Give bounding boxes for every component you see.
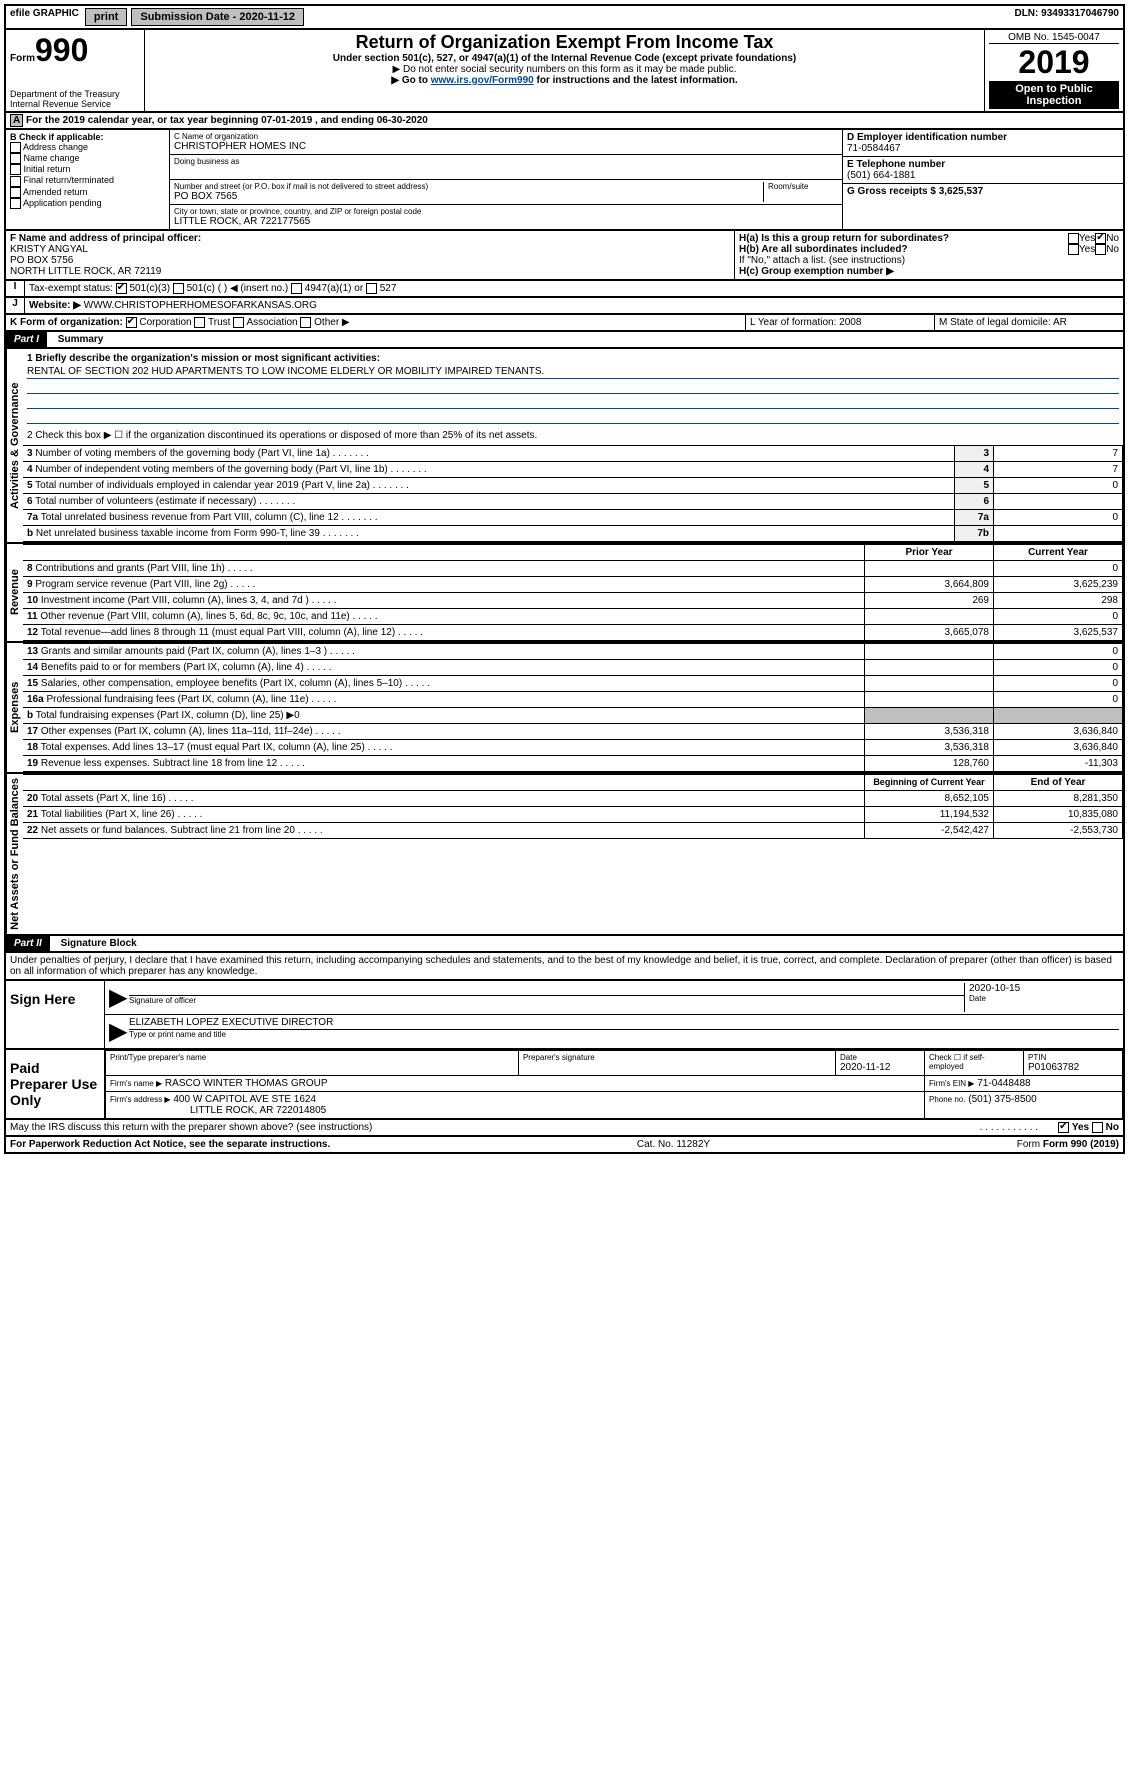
box-c: C Name of organization CHRISTOPHER HOMES…: [170, 130, 842, 229]
form-number: Form990: [10, 32, 140, 69]
open-public-badge: Open to Public Inspection: [989, 81, 1119, 109]
revenue-section: Revenue Prior YearCurrent Year 8 Contrib…: [4, 544, 1125, 643]
sideways-governance: Activities & Governance: [6, 349, 23, 542]
website-value: WWW.CHRISTOPHERHOMESOFARKANSAS.ORG: [84, 300, 317, 311]
sign-here: Sign Here ▶ Signature of officer 2020-10…: [4, 981, 1125, 1050]
omb-label: OMB No. 1545-0047: [989, 32, 1119, 44]
efile-label: efile GRAPHIC: [6, 6, 83, 28]
expenses-table: 13 Grants and similar amounts paid (Part…: [23, 643, 1123, 772]
org-address: PO BOX 7565: [174, 191, 763, 202]
note-ssn: ▶ Do not enter social security numbers o…: [149, 64, 980, 75]
mission-text: RENTAL OF SECTION 202 HUD APARTMENTS TO …: [27, 366, 1119, 379]
form-title: Return of Organization Exempt From Incom…: [149, 32, 980, 53]
submission-date: Submission Date - 2020-11-12: [131, 8, 304, 26]
sideways-revenue: Revenue: [6, 544, 23, 641]
expenses-section: Expenses 13 Grants and similar amounts p…: [4, 643, 1125, 774]
perjury-text: Under penalties of perjury, I declare th…: [4, 953, 1125, 981]
tax-exempt-row: I Tax-exempt status: 501(c)(3) 501(c) ( …: [4, 281, 1125, 298]
top-bar: efile GRAPHIC print Submission Date - 20…: [4, 4, 1125, 30]
paid-preparer: Paid Preparer Use Only Print/Type prepar…: [4, 1050, 1125, 1120]
info-boxes: B Check if applicable: Address change Na…: [4, 130, 1125, 231]
footer: For Paperwork Reduction Act Notice, see …: [4, 1137, 1125, 1154]
org-name: CHRISTOPHER HOMES INC: [174, 141, 838, 152]
netassets-section: Net Assets or Fund Balances Beginning of…: [4, 774, 1125, 936]
revenue-table: Prior YearCurrent Year 8 Contributions a…: [23, 544, 1123, 641]
print-button[interactable]: print: [85, 8, 127, 26]
dln-label: DLN: 93493317046790: [1010, 6, 1123, 28]
gross-receipts: G Gross receipts $ 3,625,537: [847, 186, 1119, 197]
box-deg: D Employer identification number 71-0584…: [842, 130, 1123, 229]
discuss-row: May the IRS discuss this return with the…: [4, 1120, 1125, 1137]
phone-value: (501) 664-1881: [847, 170, 1119, 181]
dept-label: Department of the Treasury Internal Reve…: [10, 89, 140, 109]
form-ref: Form Form 990 (2019): [1017, 1139, 1119, 1150]
tax-period: A For the 2019 calendar year, or tax yea…: [4, 113, 1125, 130]
klm-row: K Form of organization: Corporation Trus…: [4, 315, 1125, 332]
part2: Part II Signature Block: [4, 936, 1125, 953]
tax-year: 2019: [989, 44, 1119, 81]
ein-value: 71-0584467: [847, 143, 1119, 154]
form-subtitle: Under section 501(c), 527, or 4947(a)(1)…: [149, 53, 980, 64]
org-city: LITTLE ROCK, AR 722177565: [174, 216, 838, 227]
fh-row: F Name and address of principal officer:…: [4, 231, 1125, 281]
sideways-netassets: Net Assets or Fund Balances: [6, 774, 23, 934]
note-goto: ▶ Go to www.irs.gov/Form990 for instruct…: [149, 75, 980, 86]
form-header: Form990 Department of the Treasury Inter…: [4, 30, 1125, 113]
website-row: J Website: ▶ WWW.CHRISTOPHERHOMESOFARKAN…: [4, 298, 1125, 315]
box-b: B Check if applicable: Address change Na…: [6, 130, 170, 229]
part1-body: Activities & Governance 1 Briefly descri…: [4, 349, 1125, 544]
irs-link[interactable]: www.irs.gov/Form990: [431, 75, 534, 86]
governance-table: 3 Number of voting members of the govern…: [23, 445, 1123, 542]
netassets-table: Beginning of Current YearEnd of Year 20 …: [23, 774, 1123, 839]
sideways-expenses: Expenses: [6, 643, 23, 772]
part1: Part I Summary: [4, 332, 1125, 349]
